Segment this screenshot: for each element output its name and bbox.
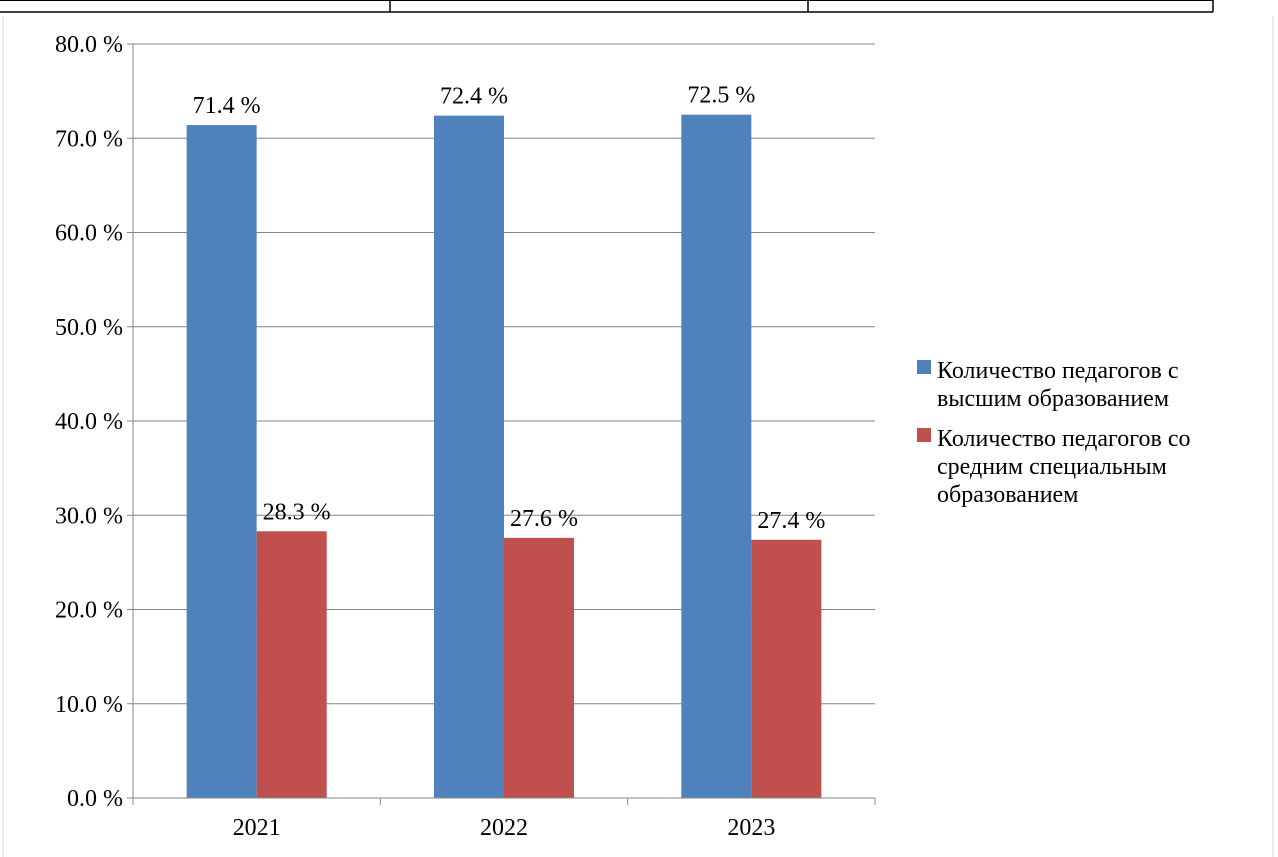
x-tick-label: 2022 (480, 815, 528, 841)
bar (434, 115, 504, 798)
x-tick-label: 2021 (233, 815, 281, 841)
legend-label: средним специальным (937, 454, 1167, 480)
y-tick-label: 50.0 % (55, 315, 123, 341)
bar (681, 114, 752, 798)
legend-swatch (917, 360, 931, 374)
y-tick-label: 40.0 % (55, 409, 123, 435)
data-label: 28.3 % (263, 499, 331, 525)
data-labels: 71.4 % 28.3 % 72.4 % 27.6 % 72.5 % 27.4 % (193, 83, 826, 534)
axes: 0.0 % 10.0 % 20.0 % 30.0 % 40.0 % 50.0 % 60.0 … (55, 32, 876, 841)
data-label: 27.6 % (510, 506, 578, 532)
bars (186, 114, 822, 799)
bar (751, 539, 822, 798)
y-tick-label: 70.0 % (55, 126, 123, 152)
legend-label: Количество педагогов со (937, 426, 1190, 452)
table-frame-top (0, 0, 1214, 13)
data-label: 72.5 % (687, 83, 755, 109)
data-label: 72.4 % (440, 84, 508, 110)
y-tick-label: 0.0 % (67, 786, 123, 812)
y-tick-label: 80.0 % (55, 32, 123, 58)
legend-swatch (917, 428, 931, 442)
y-tick-label: 20.0 % (55, 598, 123, 624)
data-label: 71.4 % (193, 93, 261, 119)
x-tick-label: 2023 (727, 815, 775, 841)
bar (186, 125, 257, 799)
data-label: 27.4 % (757, 508, 825, 534)
legend-label: образованием (937, 482, 1078, 508)
bar (256, 531, 327, 798)
legend-label: Количество педагогов с (937, 358, 1178, 384)
y-tick-label: 60.0 % (55, 221, 123, 247)
y-tick-label: 30.0 % (55, 503, 123, 529)
y-tick-label: 10.0 % (55, 692, 123, 718)
bar (504, 537, 574, 798)
legend-label: высшим образованием (937, 386, 1169, 412)
